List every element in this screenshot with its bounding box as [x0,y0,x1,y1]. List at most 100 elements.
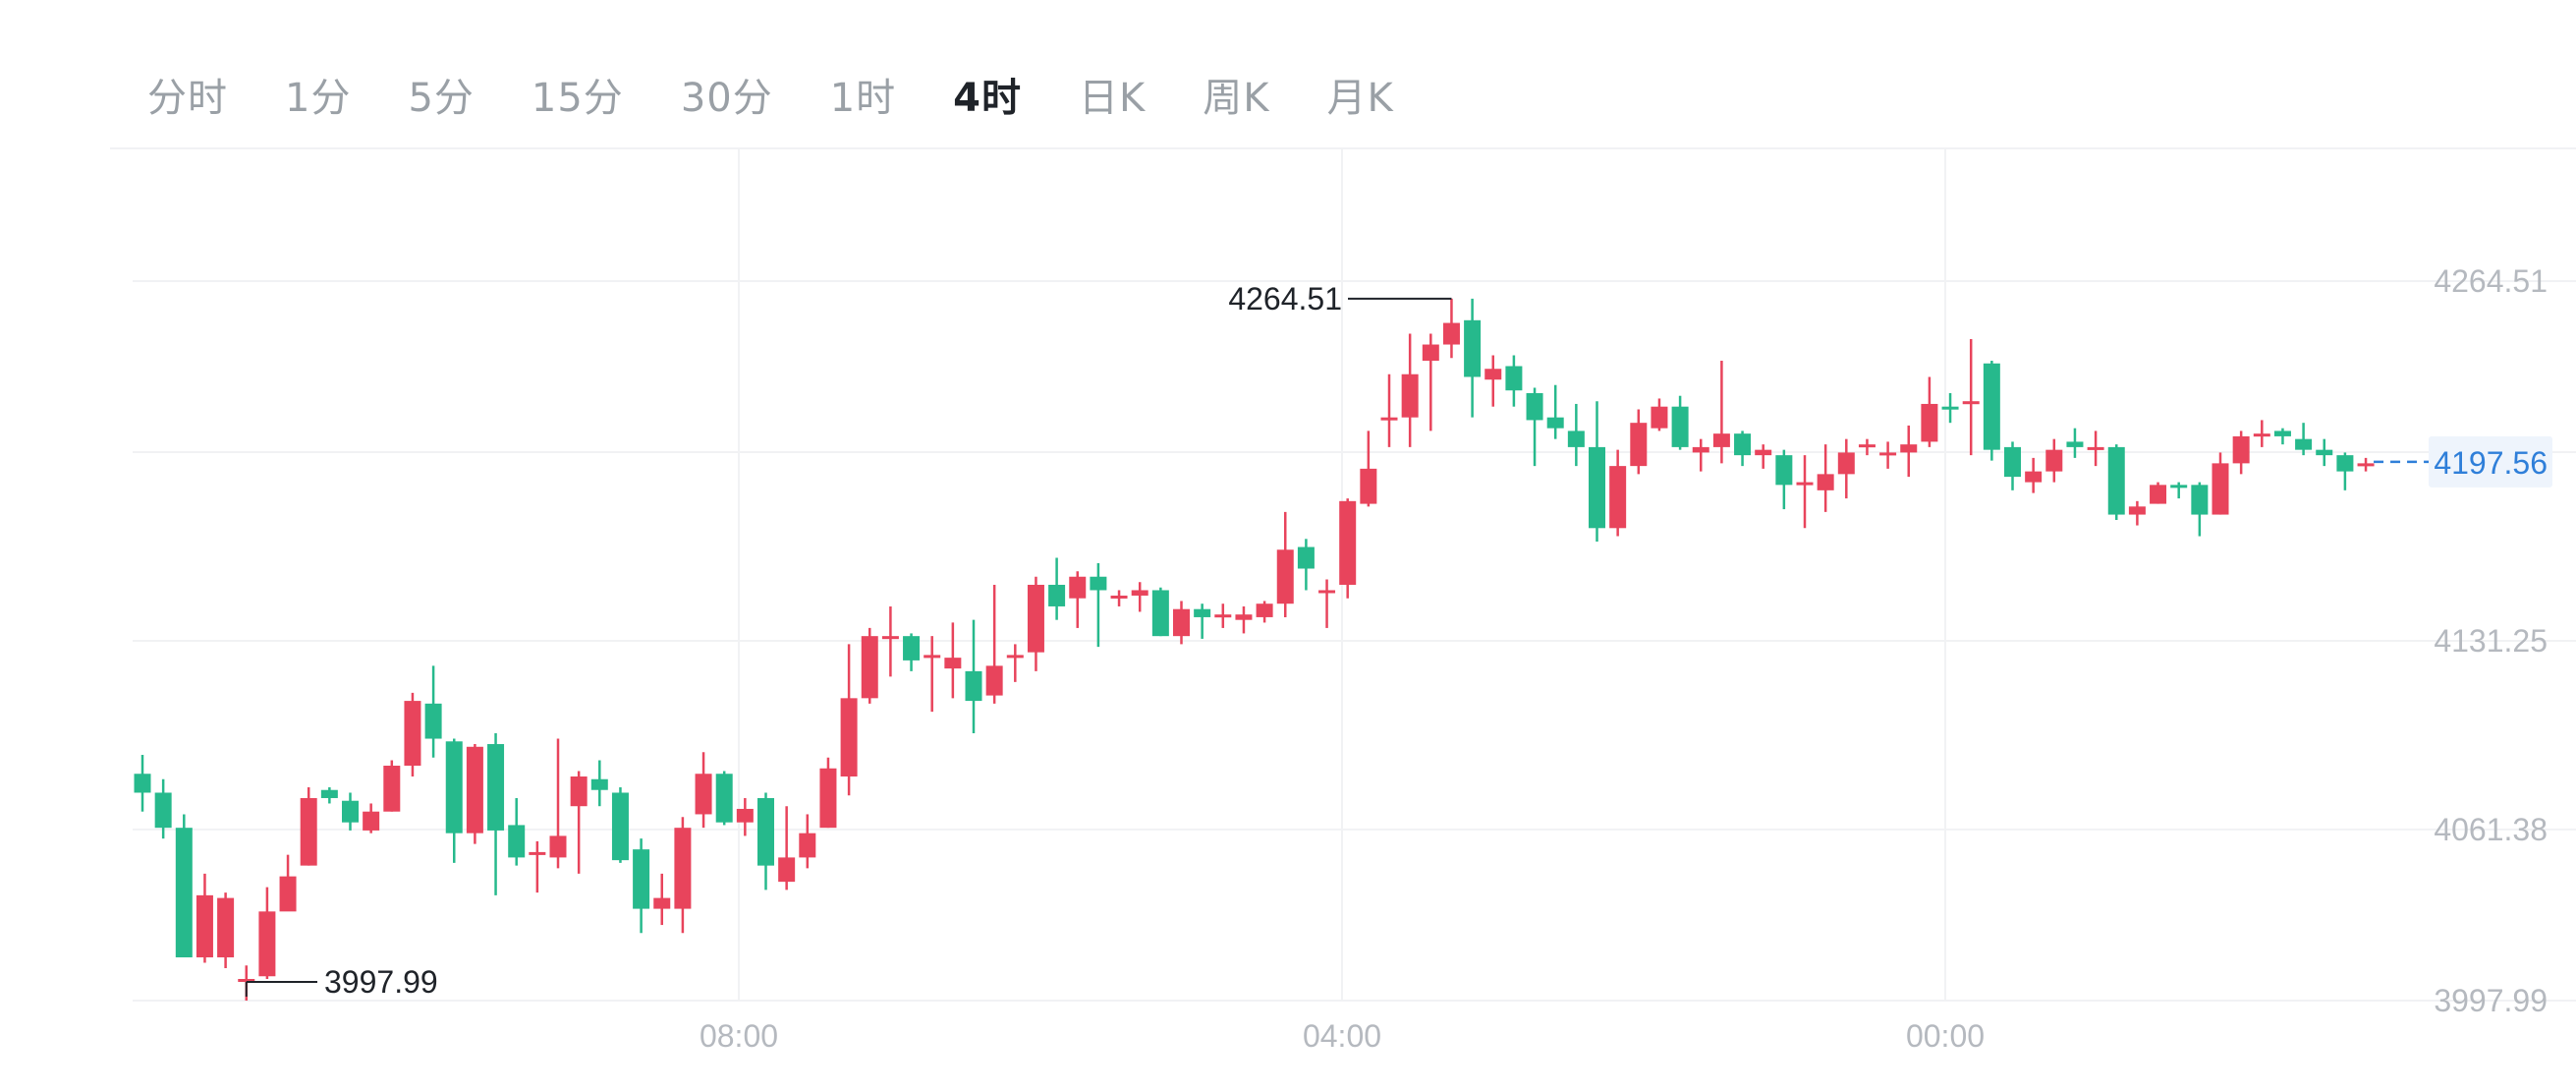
tab-9[interactable]: 月K [1326,76,1394,121]
tabs-divider [110,147,2576,149]
candle [1817,444,1834,512]
candle [2170,482,2188,499]
candle [1442,298,1460,359]
y-tick-label: 4264.51 [2434,263,2548,299]
candle-body [1090,576,1107,591]
candle [404,692,421,776]
candle [2150,482,2167,504]
candle-body [1900,444,1918,453]
x-axis: 08:00 04:00 00:00 [700,1018,1985,1054]
candle [1837,438,1855,499]
candle [1775,449,1793,510]
candle-body [2107,446,2125,515]
candle [590,760,608,807]
candle [1921,376,1938,447]
candle-body [300,797,317,866]
candle [1796,455,1814,529]
tab-4[interactable]: 30分 [680,76,773,121]
tab-0[interactable]: 分时 [147,76,228,121]
candle-body [1297,546,1315,569]
candle [342,792,359,831]
candle [1048,557,1066,620]
candle-body [799,833,816,858]
tab-3[interactable]: 15分 [531,76,624,121]
x-tick-label: 04:00 [1303,1018,1381,1054]
candle [1900,425,1918,478]
candle-body [570,776,588,807]
candle [2004,441,2021,490]
candle [1006,644,1024,682]
candle [1962,339,1980,456]
candle [1609,449,1627,537]
candle [424,665,442,758]
candle-body [1006,655,1024,659]
candle [2066,428,2084,458]
candle [1755,444,1772,469]
candle [196,873,213,963]
candle-body [1609,466,1627,529]
tab-8[interactable]: 周K [1203,76,1270,121]
candle-body [674,828,692,909]
candle-body [2004,446,2021,478]
tab-6[interactable]: 4时 [953,76,1023,121]
candle-body [217,897,235,958]
candle [1692,438,1709,472]
x-tick-label: 00:00 [1906,1018,1985,1054]
candle-body [1630,423,1648,467]
candle [1589,401,1605,543]
x-tick-label: 08:00 [700,1018,778,1054]
candle-body [881,636,899,640]
tab-2[interactable]: 5分 [408,76,475,121]
tab-5[interactable]: 1时 [829,76,897,121]
candle-body [1214,614,1232,618]
candle-body [1692,446,1709,453]
candle [300,786,317,866]
candle-body [633,849,650,909]
candle-body [1464,319,1482,377]
candle-body [1151,590,1169,637]
candle-body [1546,417,1564,429]
candle [903,633,921,671]
candle-body [1401,374,1419,418]
candle [1027,576,1044,671]
candle-body [1879,452,1897,456]
candle [1173,601,1190,645]
candle [2273,428,2291,445]
candle-body [1048,584,1066,606]
candle-body [445,741,463,833]
candle-body [2025,471,2043,483]
candle-body [529,851,546,855]
candle [985,584,1003,704]
candle-body [2170,485,2188,489]
candle-body [2357,463,2375,467]
candle-body [258,911,276,977]
candle-body [320,789,338,798]
candle [799,814,816,869]
candle [134,755,151,812]
candle [653,873,671,926]
candle [1630,409,1648,475]
low-price-label: 3997.99 [324,964,438,1000]
candle [1235,605,1253,634]
candle-body [1817,474,1834,490]
candle [1546,384,1564,439]
candle [674,817,692,934]
tab-1[interactable]: 1分 [285,76,352,121]
candle-body [1671,406,1689,447]
candle-body [715,774,733,823]
candle [1276,511,1294,617]
y-tick-label: 4061.38 [2434,812,2548,847]
candle [2128,500,2146,526]
candle [217,892,235,969]
candle [695,752,712,829]
candle [757,792,774,891]
candle-body [778,857,796,883]
tab-7[interactable]: 日K [1079,76,1147,121]
candle [1651,398,1668,431]
candle-body [1276,549,1294,604]
candle-body [383,766,401,812]
candle-body [2232,435,2250,464]
candle-body [611,792,629,861]
